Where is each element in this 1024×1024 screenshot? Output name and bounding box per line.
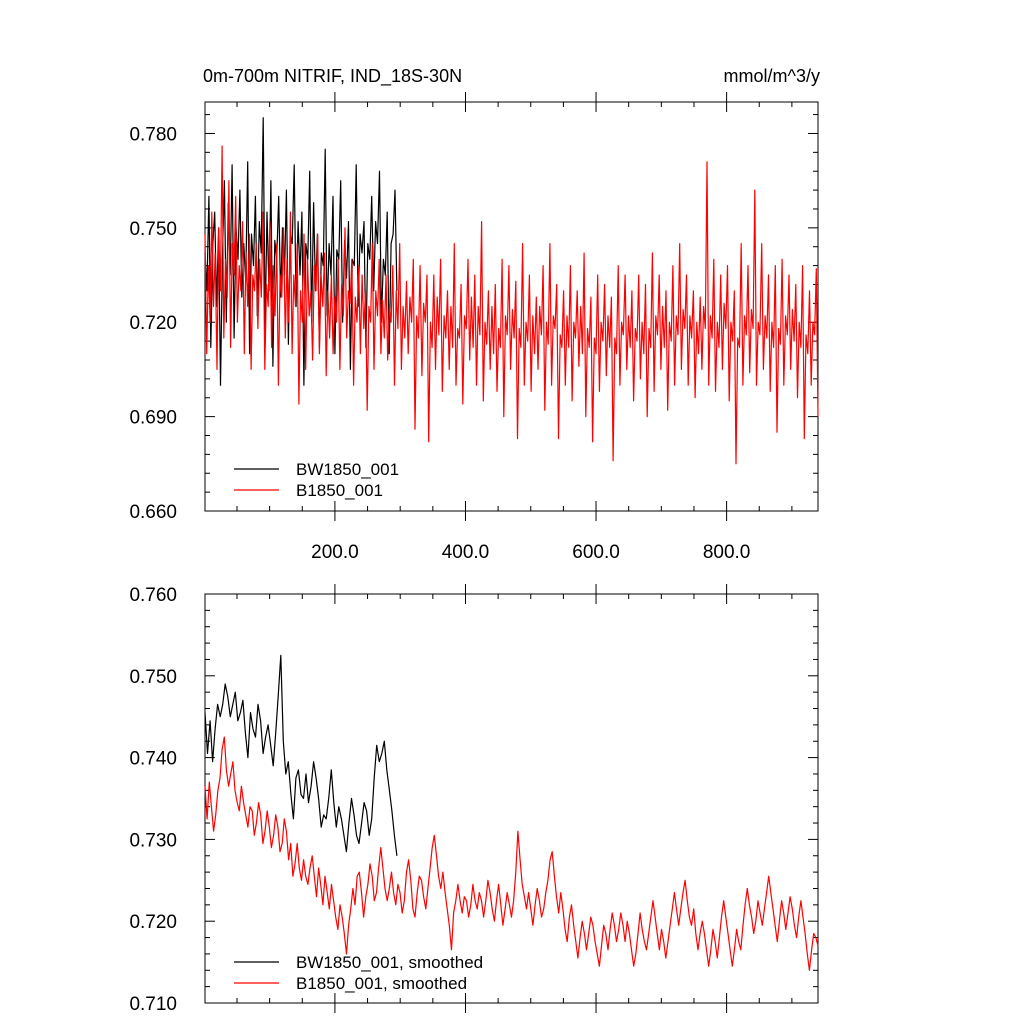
y-tick-label: 0.720 <box>129 912 177 933</box>
series-line-bw1850 <box>204 654 398 856</box>
y-tick-label: 0.720 <box>129 313 177 334</box>
y-tick-label: 0.690 <box>129 408 177 429</box>
y-axis-ticks: 0.660 0.690 0.720 0.750 0.780 <box>129 114 818 523</box>
series-lines <box>204 654 819 971</box>
x-axis-ticks: 200.0 400.0 600.0 800.0 <box>236 92 793 563</box>
y-tick-label: 0.760 <box>129 585 177 606</box>
legend-label-b1850-smoothed: B1850_001, smoothed <box>296 974 467 993</box>
y-tick-label: 0.780 <box>129 124 177 145</box>
plot-frame <box>204 101 819 512</box>
y-axis-ticks: 0.710 0.720 0.730 0.740 0.750 0.760 <box>129 585 818 1015</box>
y-tick-label: 0.730 <box>129 830 177 851</box>
x-axis-ticks <box>236 584 793 1013</box>
y-tick-label: 0.750 <box>129 219 177 240</box>
series-line-b1850 <box>204 736 819 971</box>
legend: BW1850_001, smoothed B1850_001, smoothed <box>234 953 483 993</box>
y-tick-label: 0.750 <box>129 667 177 688</box>
y-tick-label: 0.710 <box>129 994 177 1015</box>
series-lines <box>204 117 819 465</box>
legend: BW1850_001 B1850_001 <box>234 460 399 500</box>
x-tick-label: 800.0 <box>703 542 751 563</box>
legend-label-bw1850-smoothed: BW1850_001, smoothed <box>296 953 483 972</box>
x-tick-label: 200.0 <box>311 542 359 563</box>
plot-frame <box>204 593 819 1004</box>
legend-label-b1850: B1850_001 <box>296 481 383 500</box>
chart-title: 0m-700m NITRIF, IND_18S-30N <box>203 66 462 87</box>
series-line-bw1850 <box>204 117 398 386</box>
series-line-b1850 <box>204 145 819 465</box>
y-tick-label: 0.740 <box>129 749 177 770</box>
x-tick-label: 400.0 <box>442 542 490 563</box>
legend-label-bw1850: BW1850_001 <box>296 460 399 479</box>
units-label: mmol/m^3/y <box>724 66 820 86</box>
x-tick-label: 600.0 <box>572 542 620 563</box>
bottom-panel: 0.710 0.720 0.730 0.740 0.750 0.760 BW1850_00… <box>129 584 819 1015</box>
top-panel: 0m-700m NITRIF, IND_18S-30N mmol/m^3/y 0… <box>129 66 820 563</box>
y-tick-label: 0.660 <box>129 502 177 523</box>
